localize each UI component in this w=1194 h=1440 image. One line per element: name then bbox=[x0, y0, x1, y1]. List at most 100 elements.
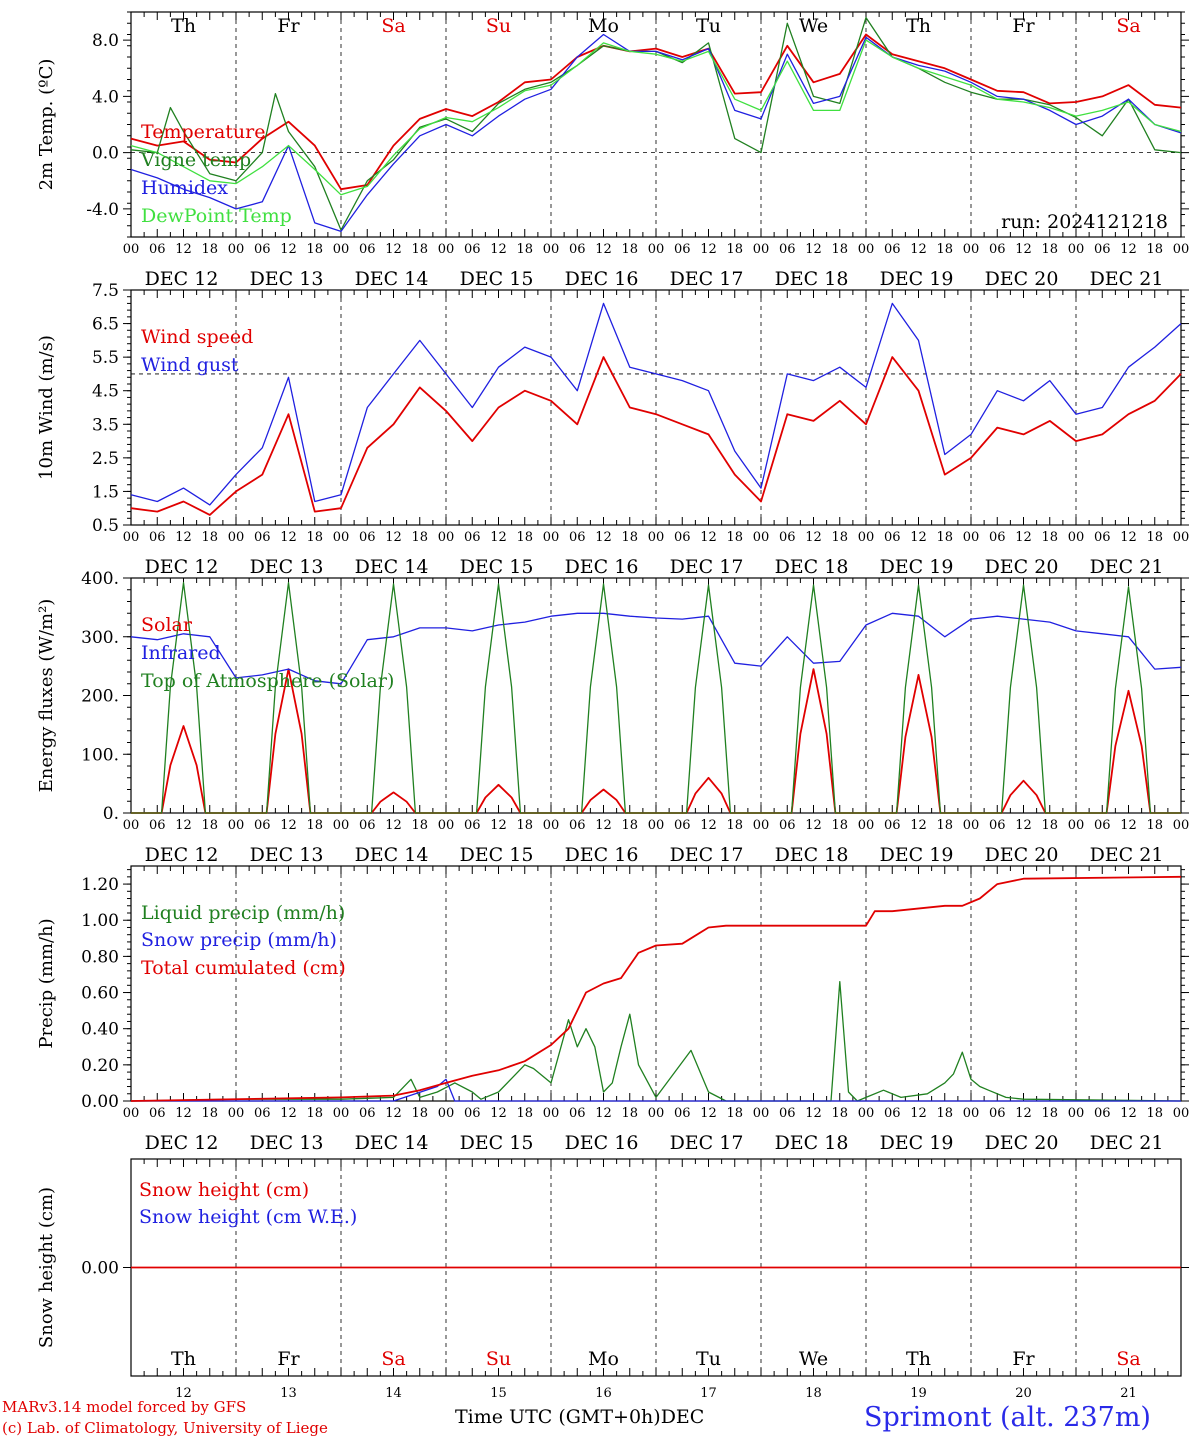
x-hour-label: 18 bbox=[411, 242, 428, 257]
day-name-bottom: Sa bbox=[381, 1348, 405, 1370]
x-hour-label: 00 bbox=[858, 818, 875, 833]
x-hour-label: 18 bbox=[306, 1106, 323, 1121]
x-hour-label: 12 bbox=[805, 1106, 822, 1121]
legend-entry: Wind gust bbox=[141, 354, 239, 376]
day-name-top: Su bbox=[486, 15, 511, 37]
x-date-label: DEC 17 bbox=[670, 1132, 744, 1154]
x-hour-label: 06 bbox=[1094, 1106, 1111, 1121]
x-hour-label: 12 bbox=[385, 242, 402, 257]
x-date-label: DEC 20 bbox=[985, 556, 1059, 578]
x-hour-label: 18 bbox=[201, 530, 218, 545]
series-line-total-cumulated-cm- bbox=[130, 875, 1182, 1102]
x-hour-label: 06 bbox=[989, 242, 1006, 257]
x-hour-label: 18 bbox=[936, 530, 953, 545]
day-number: 20 bbox=[1015, 1386, 1032, 1401]
series-line-dewpoint-temp bbox=[130, 39, 1182, 196]
x-hour-label: 12 bbox=[490, 1106, 507, 1121]
x-hour-label: 06 bbox=[254, 1106, 271, 1121]
series-line-wind-gust bbox=[130, 302, 1182, 506]
x-hour-label: 00 bbox=[123, 530, 140, 545]
x-hour-label: 18 bbox=[411, 1106, 428, 1121]
x-hour-label: 18 bbox=[726, 242, 743, 257]
x-hour-label: 00 bbox=[1173, 530, 1190, 545]
y-tick-label: 0.60 bbox=[81, 984, 119, 1004]
x-date-label: DEC 20 bbox=[985, 1132, 1059, 1154]
y-axis-label: 10m Wind (m/s) bbox=[36, 335, 57, 480]
x-hour-label: 18 bbox=[1146, 530, 1163, 545]
x-hour-label: 12 bbox=[1015, 818, 1032, 833]
x-hour-label: 12 bbox=[280, 818, 297, 833]
legend-entry: DewPoint Temp bbox=[141, 205, 292, 227]
x-hour-label: 18 bbox=[1041, 1106, 1058, 1121]
x-date-label: DEC 16 bbox=[565, 268, 639, 290]
x-hour-label: 12 bbox=[385, 1106, 402, 1121]
x-date-label: DEC 13 bbox=[250, 556, 324, 578]
time-axis-label: Time UTC (GMT+0h) bbox=[455, 1406, 661, 1428]
x-hour-label: 00 bbox=[1068, 1106, 1085, 1121]
x-hour-label: 00 bbox=[753, 242, 770, 257]
x-hour-label: 00 bbox=[963, 1106, 980, 1121]
x-hour-label: 18 bbox=[726, 530, 743, 545]
day-number: 14 bbox=[385, 1386, 402, 1401]
x-hour-label: 12 bbox=[490, 242, 507, 257]
x-hour-label: 18 bbox=[306, 530, 323, 545]
series-line-liquid-precip-mm-h- bbox=[130, 981, 1182, 1102]
x-hour-label: 00 bbox=[1173, 818, 1190, 833]
x-hour-label: 12 bbox=[1120, 242, 1137, 257]
x-hour-label: 12 bbox=[595, 530, 612, 545]
x-hour-label: 12 bbox=[805, 530, 822, 545]
x-hour-label: 06 bbox=[674, 1106, 691, 1121]
x-hour-label: 06 bbox=[464, 242, 481, 257]
x-hour-label: 06 bbox=[1094, 242, 1111, 257]
y-tick-label: 8.0 bbox=[92, 31, 119, 51]
x-hour-label: 06 bbox=[989, 530, 1006, 545]
x-hour-label: 18 bbox=[1041, 530, 1058, 545]
x-hour-label: 06 bbox=[464, 530, 481, 545]
station-label: Sprimont (alt. 237m) bbox=[864, 1402, 1151, 1433]
x-hour-label: 00 bbox=[963, 818, 980, 833]
y-tick-label: 0.40 bbox=[81, 1020, 119, 1040]
x-hour-label: 18 bbox=[516, 818, 533, 833]
x-date-label: DEC 16 bbox=[565, 844, 639, 866]
x-hour-label: 12 bbox=[175, 1106, 192, 1121]
x-hour-label: 06 bbox=[569, 242, 586, 257]
x-hour-label: 06 bbox=[359, 818, 376, 833]
x-hour-label: 12 bbox=[175, 242, 192, 257]
x-hour-label: 18 bbox=[201, 242, 218, 257]
x-hour-label: 12 bbox=[910, 1106, 927, 1121]
x-hour-label: 00 bbox=[963, 242, 980, 257]
x-hour-label: 12 bbox=[1015, 1106, 1032, 1121]
legend-entry: Snow height (cm) bbox=[139, 1179, 309, 1201]
x-hour-label: 12 bbox=[280, 1106, 297, 1121]
x-hour-label: 12 bbox=[385, 530, 402, 545]
x-hour-label: 18 bbox=[516, 530, 533, 545]
x-hour-label: 00 bbox=[333, 818, 350, 833]
x-hour-label: 18 bbox=[1041, 242, 1058, 257]
x-hour-label: 12 bbox=[1120, 818, 1137, 833]
x-hour-label: 12 bbox=[280, 242, 297, 257]
x-hour-label: 06 bbox=[674, 530, 691, 545]
x-hour-label: 06 bbox=[779, 1106, 796, 1121]
x-date-label: DEC 21 bbox=[1090, 844, 1164, 866]
x-hour-label: 06 bbox=[1094, 530, 1111, 545]
y-tick-label: 300. bbox=[81, 628, 119, 648]
x-date-label: DEC 15 bbox=[460, 844, 534, 866]
x-hour-label: 18 bbox=[411, 818, 428, 833]
x-hour-label: 12 bbox=[910, 530, 927, 545]
y-tick-label: 0.80 bbox=[81, 947, 119, 967]
y-tick-label: 0.20 bbox=[81, 1056, 119, 1076]
legend-entry: Humidex bbox=[141, 177, 228, 199]
series-line-snow-precip-mm-h- bbox=[131, 1078, 1181, 1102]
x-hour-label: 00 bbox=[228, 242, 245, 257]
legend-entry: Top of Atmosphere (Solar) bbox=[141, 670, 394, 692]
x-date-label: DEC 21 bbox=[1090, 1132, 1164, 1154]
x-date-label: DEC 12 bbox=[145, 556, 219, 578]
legend-entry: Temperature bbox=[141, 121, 265, 143]
x-hour-label: 12 bbox=[910, 242, 927, 257]
y-tick-label: 0. bbox=[103, 804, 119, 824]
day-name-top: Th bbox=[171, 15, 196, 37]
x-hour-label: 00 bbox=[543, 242, 560, 257]
day-name-top: Mo bbox=[588, 15, 619, 37]
run-label: run: 2024121218 bbox=[1001, 211, 1168, 233]
